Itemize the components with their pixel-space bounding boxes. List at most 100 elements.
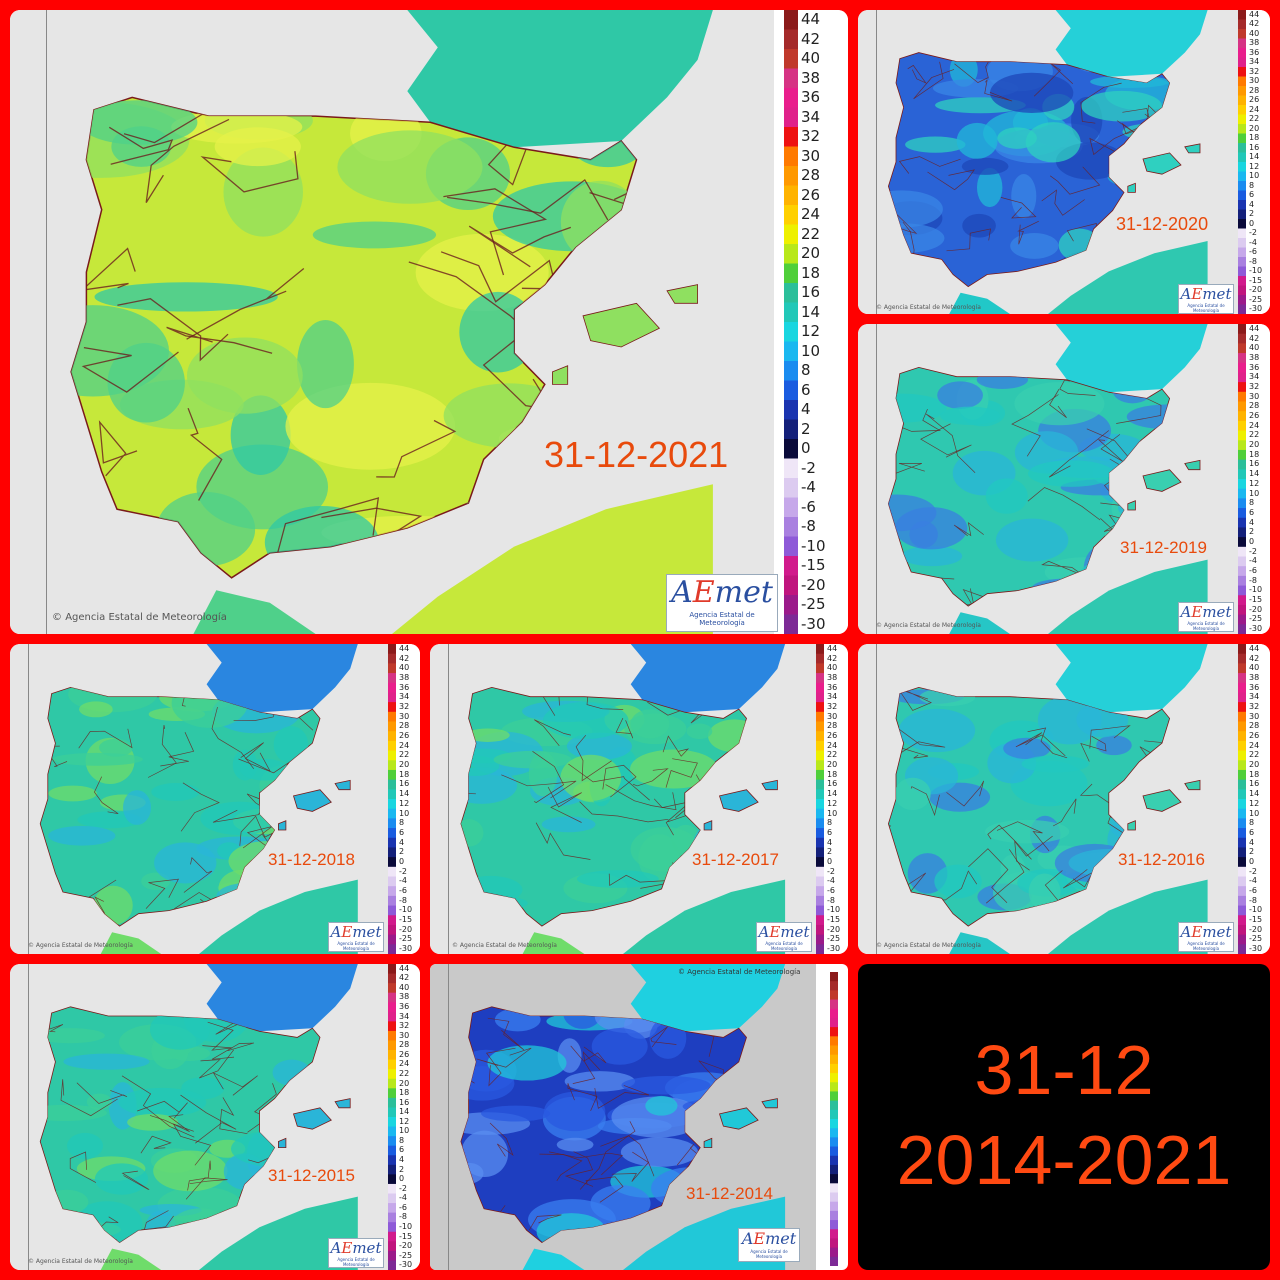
legend-value-label: -4 [1249,556,1257,566]
temperature-patch [962,213,996,238]
province-border-line [535,822,591,860]
legend-swatch [388,1250,396,1261]
legend-swatch [1238,276,1246,286]
legend-swatch [1238,38,1246,49]
legend-value-label: 16 [827,779,838,789]
temperature-patch [63,1053,150,1070]
legend-swatch [784,536,798,557]
legend-swatch [1238,200,1246,210]
temperature-patch [645,1095,678,1116]
legend-swatch [816,789,824,800]
aemet-logo: AEmet Agencia Estatal de Meteorología [328,1238,384,1268]
province-border-line [1097,434,1123,462]
legend-value-label: 36 [399,1002,410,1012]
copyright-credit: © Agencia Estatal de Meteorología [876,304,981,311]
legend-swatch [784,556,798,576]
legend-value-label: 4 [1249,517,1255,527]
temperature-patch [127,1113,179,1131]
balearic-island [552,365,569,385]
legend-swatch [388,1136,396,1147]
legend-swatch [1238,105,1246,115]
province-border-line [572,1051,601,1084]
legend-value-label: -10 [399,905,413,915]
legend-swatch [784,29,798,50]
legend-value-label: -2 [399,866,407,876]
map-panel-2020: 44 42 40 38 36 34 32 30 28 26 24 22 20 18 16 14 12 10 8 6 4 2… [858,10,1270,314]
legend-swatch [816,837,824,848]
legend-value-label: 24 [827,740,838,750]
legend-value-label: -20 [1249,285,1263,295]
legend-value-label: -8 [399,1212,407,1222]
legend-value-label: 24 [801,205,821,224]
province-border-line [984,79,1013,102]
legend-swatch [1238,219,1246,229]
province-border-line [585,1176,624,1203]
legend-swatch [784,244,798,264]
legend-swatch [830,1054,838,1065]
balearic-island [1127,820,1136,831]
morocco-landmass [522,932,585,954]
legend-swatch [784,49,798,69]
legend-value-label: 28 [1249,401,1260,411]
legend-swatch [1238,760,1246,771]
legend-value-label: -30 [827,944,841,954]
legend-swatch [388,731,396,742]
temperature-patch [708,719,747,753]
legend-swatch [388,663,396,674]
legend-value-label: 44 [801,10,821,29]
morocco-landmass [193,590,316,634]
legend-swatch [1238,556,1246,567]
legend-value-label: 0 [399,856,405,866]
balearic-island [1127,182,1136,193]
province-border-line [1017,220,1039,245]
province-border-line [149,1114,190,1133]
legend-swatch [1238,285,1246,296]
legend-swatch [816,692,824,703]
legend-swatch [830,981,838,991]
legend-value-label: -15 [399,915,413,925]
province-border-line [910,786,940,817]
credit-text: Agencia Estatal de Meteorología [65,612,227,623]
temperature-patch [1021,755,1089,773]
legend-value-label: 4 [801,400,811,419]
legend-swatch [388,1050,396,1061]
legend-swatch [388,711,396,722]
legend-value-label: 28 [801,166,821,185]
legend-swatch [784,88,798,108]
copyright-credit: © Agencia Estatal de Meteorología [52,612,227,623]
credit-text: Agencia Estatal de Meteorología [459,942,557,949]
province-border-line [440,251,559,303]
province-border-line [968,848,1009,904]
legend-value-label: 10 [399,1126,410,1136]
temperature-patch [153,1150,228,1192]
temperature-patch [621,1075,711,1095]
balearic-island [703,820,713,831]
temperature-patch [52,752,143,766]
temperature-patch [118,1087,207,1117]
aemet-logo-subtitle: Agencia Estatal de Meteorología [1187,941,1225,951]
province-border-line [611,1151,650,1182]
aemet-logo-subtitle: Agencia Estatal de Meteorología [1187,621,1225,631]
legend-swatch [1238,673,1246,684]
temperature-legend: 44 42 40 38 36 34 32 30 28 26 24 22 20 18 16 14 12 10 8 6 4 2… [1238,324,1270,634]
legend-swatch [816,876,824,887]
map-frame-edge [876,644,877,954]
province-border-line [117,298,229,362]
legend-swatch [784,146,798,167]
legend-value-label: 34 [1249,372,1260,382]
legend-value-label: 8 [399,1135,405,1145]
province-border-line [200,151,299,193]
legend-swatch [816,799,824,810]
balearic-island [292,789,332,812]
legend-value-label: 14 [1249,469,1260,479]
legend-value-label: 28 [399,721,410,731]
map-panel-2014: 31-12-2014 © Agencia Estatal de Meteorol… [430,964,848,1270]
legend-value-label: 36 [399,682,410,692]
north-africa-landmass [392,484,713,634]
temperature-patch [898,708,976,753]
province-border-line [186,267,305,340]
temperature-legend [830,972,844,1266]
legend-value-label: 12 [1249,478,1260,488]
temperature-legend: 44 42 40 38 36 34 32 30 28 26 24 22 20 18 16 14 12 10 8 6 4 2… [1238,10,1270,314]
map-frame-edge [28,964,29,1270]
